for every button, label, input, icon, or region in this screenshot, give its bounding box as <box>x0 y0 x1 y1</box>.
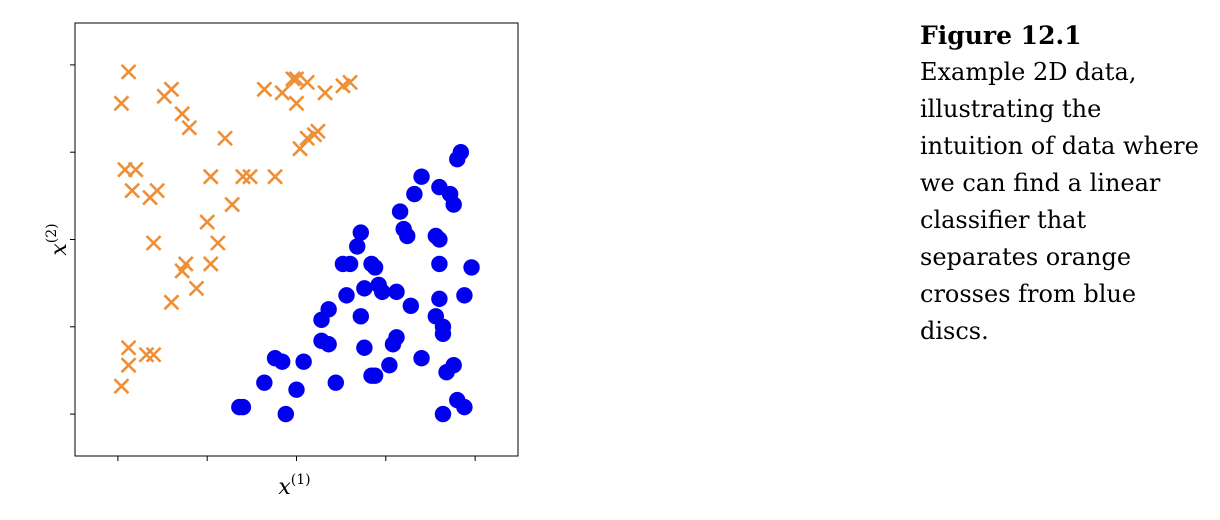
disc-point <box>388 283 405 301</box>
disc-point <box>274 353 291 370</box>
cross-point <box>310 123 326 140</box>
disc-point <box>402 297 420 315</box>
caption-text: Example 2D data, illustrating the intuit… <box>920 58 1199 345</box>
figure-caption: Figure 12.1 Example 2D data, illustratin… <box>920 18 1205 350</box>
disc-point <box>449 150 466 168</box>
disc-point <box>438 363 455 381</box>
cross-point <box>256 81 273 98</box>
cross-point <box>209 235 226 251</box>
cross-point <box>202 168 219 185</box>
disc-point <box>434 405 452 423</box>
disc-point <box>341 255 359 273</box>
disc-point <box>406 185 423 203</box>
scatter-plot: x(1) x(2) <box>44 22 519 500</box>
cross-point <box>242 168 258 185</box>
caption-title: Figure 12.1 <box>920 21 1082 50</box>
cross-point <box>202 256 219 272</box>
cross-point <box>127 161 144 178</box>
cross-point <box>299 74 316 91</box>
cross-point <box>163 294 180 311</box>
disc-point <box>231 398 248 416</box>
cross-point <box>217 130 233 147</box>
disc-point <box>431 231 448 248</box>
cross-point <box>174 263 191 279</box>
disc-point <box>388 329 405 346</box>
disc-point <box>413 350 430 367</box>
disc-point <box>413 168 430 185</box>
disc-point <box>338 287 355 304</box>
disc-point <box>374 283 391 301</box>
cross-point <box>285 70 301 87</box>
disc-point <box>349 238 366 255</box>
cross-point <box>292 140 308 157</box>
cross-point <box>145 235 162 251</box>
disc-point <box>288 381 305 398</box>
y-axis-label: x(2) <box>44 223 72 255</box>
cross-point <box>120 357 137 374</box>
cross-point <box>120 339 137 356</box>
cross-point <box>163 81 180 98</box>
disc-point <box>352 224 370 241</box>
disc-point <box>463 259 480 276</box>
disc-point <box>356 339 373 356</box>
disc-point <box>391 203 409 220</box>
cross-point <box>120 63 137 80</box>
cross-point <box>145 346 162 363</box>
cross-point <box>188 280 205 297</box>
disc-point <box>327 374 344 391</box>
cross-point <box>288 95 305 112</box>
cross-point <box>138 346 155 363</box>
x-axis-label: x(1) <box>278 472 310 500</box>
disc-point <box>277 405 294 423</box>
disc-point <box>356 280 373 297</box>
disc-point <box>320 336 337 353</box>
cross-point <box>342 74 359 91</box>
cross-point <box>113 378 130 395</box>
cross-point <box>267 168 283 185</box>
cross-point <box>299 130 316 147</box>
disc-point <box>456 398 473 416</box>
disc-point <box>445 196 462 213</box>
disc-point <box>352 308 370 325</box>
cross-point <box>288 70 305 87</box>
cross-point <box>274 84 291 101</box>
scatter-figure: x(1) x(2) <box>0 0 560 520</box>
disc-point <box>366 259 384 276</box>
cross-point <box>174 105 191 122</box>
cross-point <box>124 182 141 199</box>
disc-point <box>434 325 452 342</box>
cross-point <box>181 119 198 136</box>
disc-point <box>456 287 473 304</box>
cross-point <box>149 182 166 199</box>
cross-point <box>317 84 334 101</box>
disc-point <box>295 353 312 370</box>
disc-point <box>399 227 416 245</box>
disc-point <box>256 374 273 391</box>
cross-point <box>234 168 251 185</box>
cross-point <box>113 95 130 112</box>
cross-point <box>224 196 241 213</box>
disc-point <box>313 311 330 329</box>
disc-point <box>381 357 398 374</box>
disc-point <box>431 290 448 308</box>
disc-point <box>366 367 384 384</box>
disc-point <box>431 255 448 273</box>
cross-point <box>199 214 216 230</box>
